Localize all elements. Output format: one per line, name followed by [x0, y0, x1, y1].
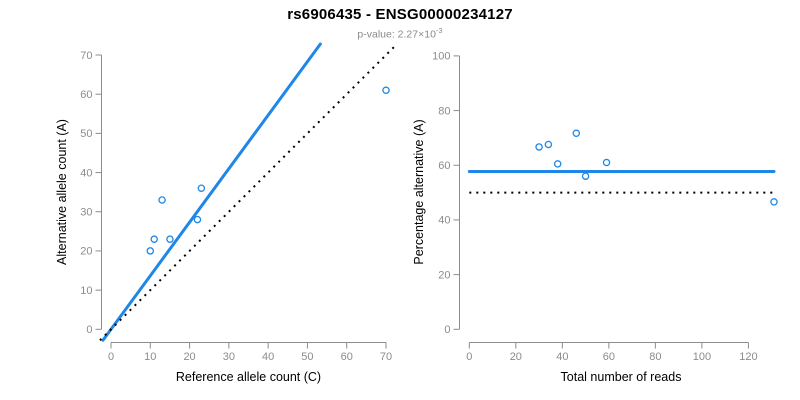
y-tick-label: 40	[438, 215, 450, 227]
x-tick-label: 20	[510, 351, 522, 363]
y-tick-label: 100	[432, 51, 450, 63]
y-tick-label: 40	[80, 167, 92, 179]
data-point	[581, 172, 590, 180]
x-tick-label: 0	[108, 351, 114, 363]
x-tick-label: 0	[466, 351, 472, 363]
data-point	[572, 129, 581, 138]
y-tick-label: 20	[80, 246, 92, 258]
left-chart-axes: 0 10 20 30 40 50 60 70 0 10 20 30 40 50 60 70	[80, 42, 398, 363]
y-tick-label: 50	[80, 128, 92, 140]
identity-line	[99, 43, 398, 341]
x-tick-label: 30	[223, 351, 235, 363]
data-point	[544, 140, 553, 149]
data-point	[197, 184, 206, 192]
data-point	[602, 158, 611, 167]
x-tick-label: 40	[262, 351, 274, 363]
fitted-ratio-line	[101, 42, 322, 342]
right-y-axis-label: Percentage alternative (A)	[412, 119, 426, 264]
x-tick-label: 120	[739, 351, 757, 363]
y-tick-label: 70	[80, 50, 92, 62]
right-chart-axes: 0 20 40 60 80 100 0 20 40 60 80 100 120	[432, 51, 778, 363]
data-point	[535, 143, 543, 151]
data-point	[166, 235, 174, 243]
y-tick-label: 30	[80, 207, 92, 219]
data-point	[770, 198, 778, 206]
x-tick-label: 50	[301, 351, 313, 363]
x-tick-label: 60	[341, 351, 353, 363]
data-point	[382, 86, 390, 95]
x-tick-label: 10	[144, 351, 156, 363]
x-tick-label: 60	[603, 351, 615, 363]
right-x-axis-label: Total number of reads	[561, 370, 682, 384]
data-point	[158, 196, 166, 204]
y-tick-label: 20	[438, 269, 450, 281]
y-tick-label: 0	[444, 324, 450, 336]
right-chart: 0 20 40 60 80 100 0 20 40 60 80 100 120 Total number…	[412, 51, 778, 384]
left-y-axis-label: Alternative allele count (A)	[55, 119, 69, 265]
x-tick-label: 70	[380, 351, 392, 363]
left-chart: 0 10 20 30 40 50 60 70 0 10 20 30 40 50 60 70 Reference…	[55, 42, 398, 384]
data-point	[150, 235, 158, 243]
left-x-axis-label: Reference allele count (C)	[176, 370, 321, 384]
x-tick-label: 80	[649, 351, 661, 363]
y-tick-label: 60	[438, 160, 450, 172]
x-tick-label: 40	[556, 351, 568, 363]
x-tick-label: 100	[693, 351, 711, 363]
data-point	[193, 215, 202, 224]
y-tick-label: 60	[80, 89, 92, 101]
data-point	[146, 247, 155, 255]
y-tick-label: 10	[80, 285, 92, 297]
data-point	[553, 160, 562, 168]
x-tick-label: 20	[183, 351, 195, 363]
y-tick-label: 80	[438, 105, 450, 117]
y-tick-label: 0	[86, 324, 92, 336]
